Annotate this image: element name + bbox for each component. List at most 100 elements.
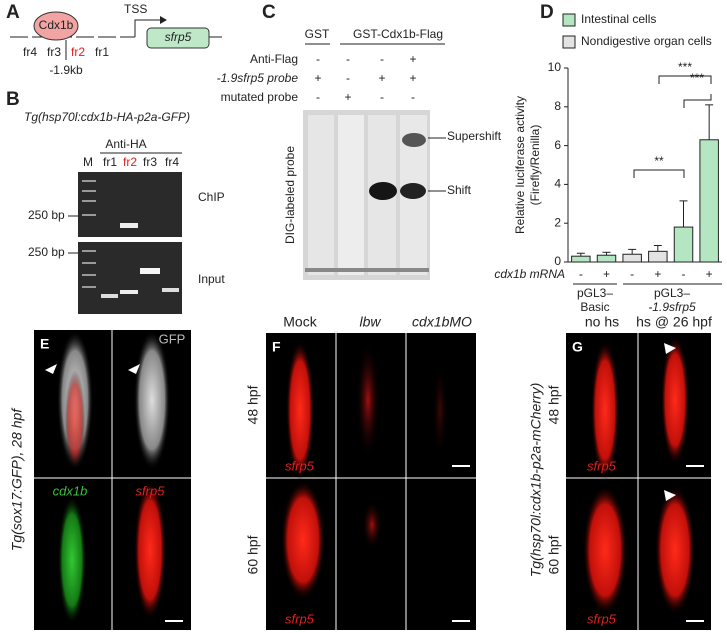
row-label: -1.9sfrp5 probe: [217, 71, 299, 85]
sign: -: [346, 52, 350, 66]
scale-bar: [686, 465, 704, 467]
sig-bracket: [633, 169, 685, 178]
row-label: Anti-Flag: [250, 52, 298, 66]
sign: +: [344, 90, 351, 104]
arrowhead: [664, 343, 676, 354]
panel-letter: F: [272, 339, 281, 355]
supershift-band: [402, 133, 426, 147]
panel-f: F Mock lbw cdx1bMO 48 hpf 60 hpf sfrp5 s…: [245, 314, 476, 630]
band: [120, 290, 138, 294]
sign: -: [316, 52, 320, 66]
x-tick-label: -: [579, 267, 583, 281]
panel-letter: E: [40, 336, 49, 352]
sign: -: [380, 52, 384, 66]
protein-shape: [33, 11, 79, 41]
bar: [648, 250, 668, 263]
probe-label: sfrp5: [285, 611, 315, 626]
tissue: [356, 340, 380, 460]
lane-label: fr1: [103, 155, 117, 169]
tissue: [134, 330, 170, 470]
marker-label: 250 bp: [28, 208, 65, 222]
ladder: [82, 180, 96, 288]
arrowhead: [128, 364, 140, 374]
free-probe: [305, 268, 429, 272]
panel-g: G no hs hs @ 26 hpf 48 hpf 60 hpf Tg(hsp…: [528, 314, 712, 630]
tissue: [134, 480, 166, 620]
scale-bar: [686, 620, 704, 622]
sign: -: [380, 90, 384, 104]
panel-letter: D: [540, 2, 554, 23]
y-tick-label: 10: [548, 60, 562, 74]
panel-letter: B: [6, 89, 20, 110]
panel-letter: C: [262, 2, 276, 23]
fragment-label: fr1: [95, 45, 109, 59]
row-label: ChIP: [198, 190, 225, 204]
tissue: [362, 500, 382, 550]
legend-swatch: [562, 35, 576, 49]
tissue: [58, 495, 86, 625]
panel-c: C GST GST-Cdx1b-Flag Anti-Flag - - - + -1.9sf…: [217, 2, 502, 280]
fragment-label: fr3: [47, 45, 61, 59]
column-label: no hs: [585, 314, 619, 330]
bar: [622, 253, 642, 263]
x-tick-label: -: [682, 267, 686, 281]
bar: [571, 255, 591, 263]
panel-letter: G: [572, 339, 583, 355]
probe-label: sfrp5: [285, 458, 315, 473]
column-label: Mock: [283, 314, 317, 330]
tissue: [655, 485, 695, 615]
row-label: 60 hpf: [245, 535, 261, 574]
panel-title: Tg(hsp70l:cdx1b-HA-p2a-GFP): [24, 110, 190, 124]
tissue: [583, 485, 627, 615]
bar: [673, 226, 694, 263]
scale-bar: [452, 465, 470, 467]
antibody-label: Anti-HA: [105, 137, 146, 151]
position-label: -1.9kb: [49, 63, 83, 77]
column-label: hs @ 26 hpf: [636, 314, 712, 330]
sign: -: [411, 90, 415, 104]
column-label: cdx1bMO: [412, 314, 472, 330]
arrow-head: [160, 16, 167, 24]
band: [120, 223, 138, 228]
shift-band: [369, 182, 397, 200]
sign: +: [409, 71, 416, 85]
gel-input: [78, 242, 182, 314]
x-tick-label: +: [706, 267, 713, 281]
tissue: [286, 340, 314, 480]
sign: -: [316, 90, 320, 104]
axis-title: DIG-labeled probe: [283, 146, 297, 244]
tissue: [432, 360, 448, 460]
tissue: [65, 370, 85, 470]
legend-swatch: [562, 13, 576, 27]
band-label: Shift: [447, 183, 472, 197]
row-label: 60 hpf: [546, 535, 562, 574]
group-label: pGL3–: [577, 286, 613, 300]
y-tick-label: 4: [554, 177, 561, 191]
row-label: Input: [198, 272, 225, 286]
scale-bar: [452, 620, 470, 622]
side-label: Tg(sox17:GFP), 28 hpf: [9, 407, 25, 552]
fragment-label: fr4: [23, 45, 37, 59]
significance: ***: [690, 71, 704, 85]
probe-label: sfrp5: [587, 458, 617, 473]
group-label: pGL3–: [654, 286, 690, 300]
lane-label: fr3: [143, 155, 157, 169]
side-label: Tg(hsp70l:cdx1b-p2a-mCherry): [528, 383, 544, 578]
band: [101, 294, 118, 298]
group-label: -1.9sfrp5: [648, 300, 696, 314]
bar: [699, 139, 719, 263]
tss-arrow: [134, 19, 160, 37]
tissue: [281, 480, 325, 600]
arrowhead: [664, 490, 676, 501]
arrowhead: [45, 364, 57, 374]
legend-label: Nondigestive organ cells: [581, 34, 712, 48]
row-label: 48 hpf: [546, 385, 562, 424]
sign: +: [378, 71, 385, 85]
y-axis-title: (Firefly/Renilla): [528, 125, 542, 206]
sign: +: [314, 71, 321, 85]
channel-label: cdx1b: [53, 483, 88, 498]
panel-b: B Tg(hsp70l:cdx1b-HA-p2a-GFP) Anti-HA M …: [6, 89, 225, 314]
sign: +: [409, 52, 416, 66]
sign: -: [346, 71, 350, 85]
